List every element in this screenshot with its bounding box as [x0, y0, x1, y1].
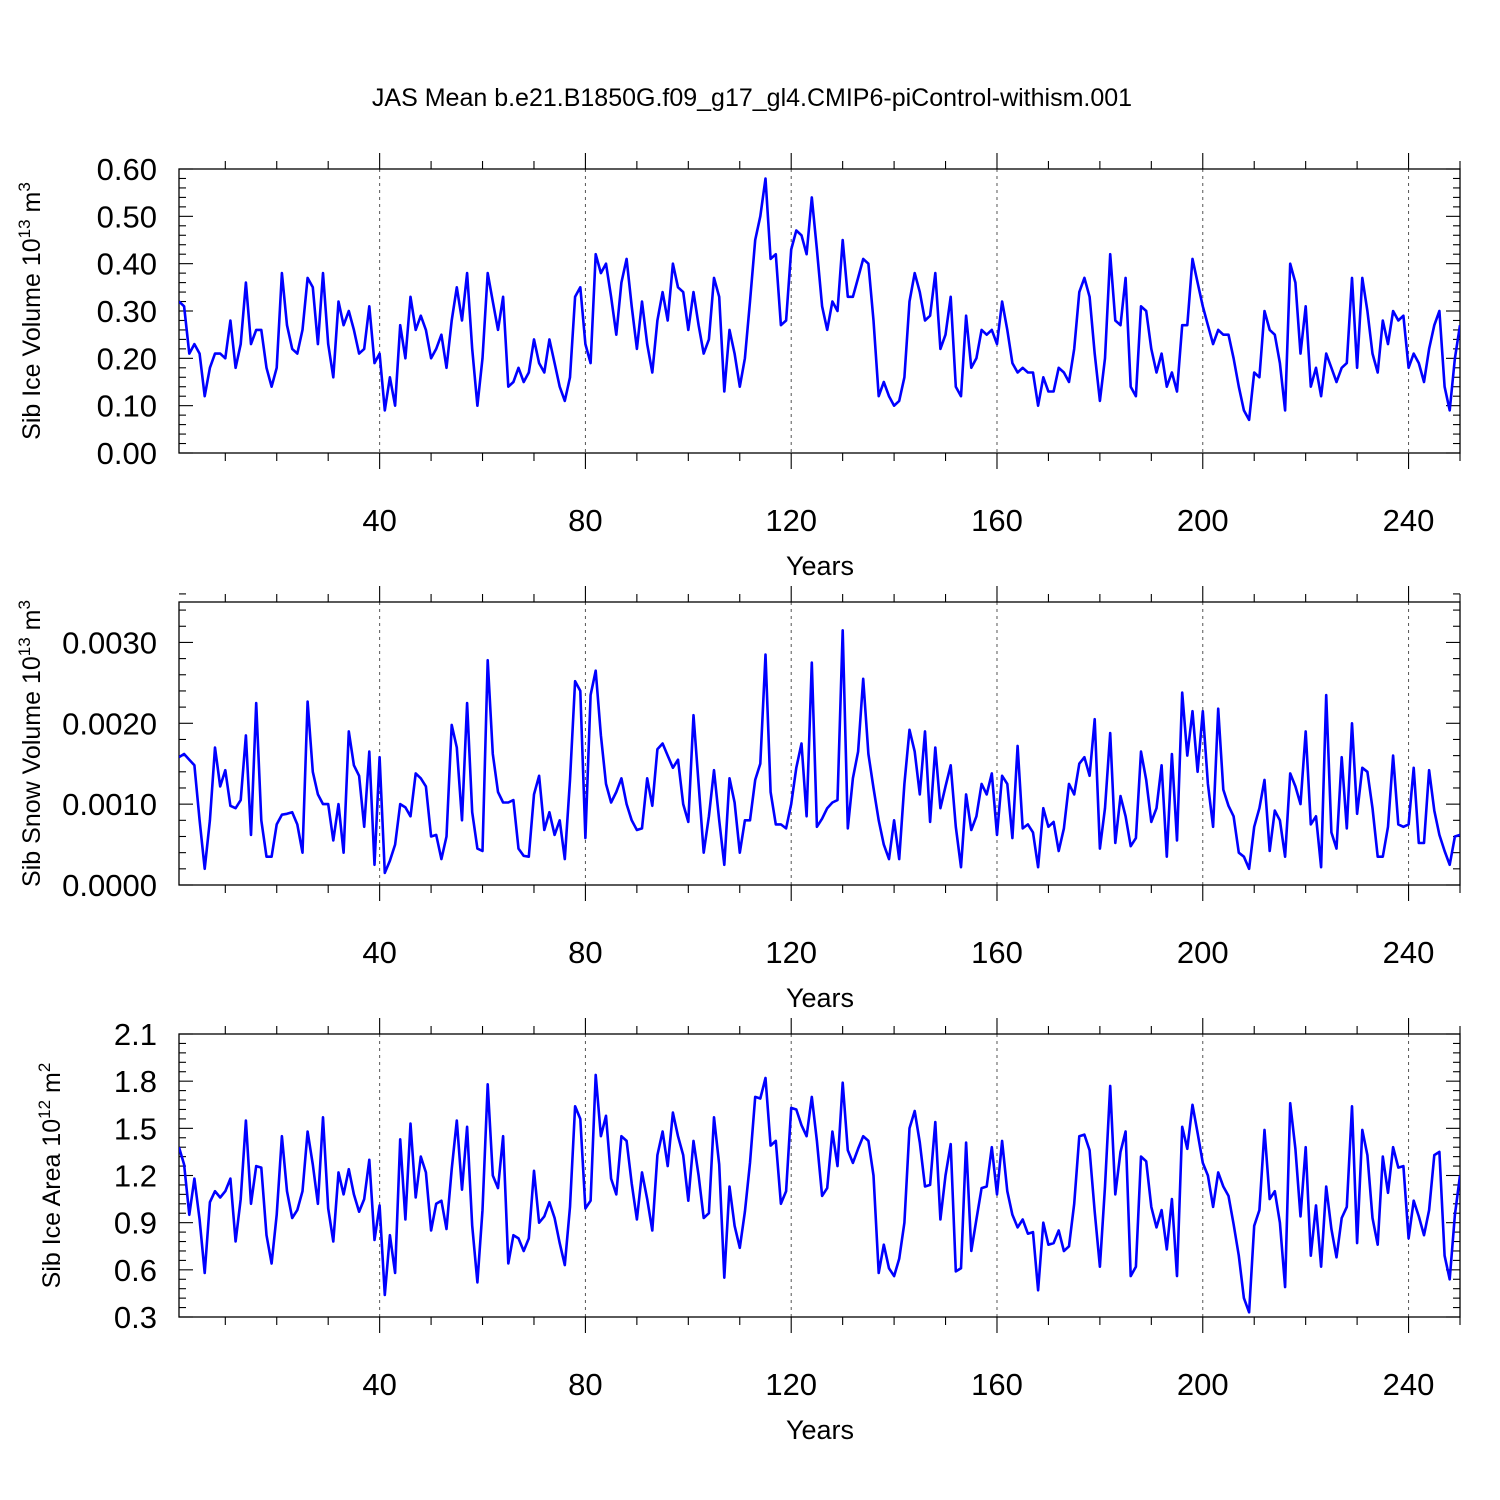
y-axis-label: Sib Snow Volume 1013 m3 [15, 600, 46, 887]
y-tick-label: 0.60 [97, 152, 157, 187]
y-axis-label: Sib Ice Volume 1013 m3 [15, 182, 46, 440]
x-tick-label: 40 [362, 935, 396, 970]
y-tick-label: 0.50 [97, 199, 157, 234]
x-tick-label: 240 [1383, 935, 1435, 970]
y-axis-label: Sib Ice Area 1012 m2 [35, 1063, 66, 1289]
x-tick-label: 80 [568, 503, 602, 538]
x-tick-label: 120 [765, 503, 817, 538]
x-tick-label: 40 [362, 1367, 396, 1402]
chart-title: JAS Mean b.e21.B1850G.f09_g17_gl4.CMIP6-… [372, 84, 1132, 112]
y-tick-label: 0.6 [114, 1253, 157, 1288]
x-tick-label: 240 [1383, 503, 1435, 538]
y-tick-label: 0.20 [97, 341, 157, 376]
y-tick-label: 0.0020 [62, 706, 157, 741]
x-tick-label: 120 [765, 935, 817, 970]
y-tick-label: 0.9 [114, 1206, 157, 1241]
plot-frame [178, 601, 1461, 886]
y-tick-label: 0.0000 [62, 868, 157, 903]
series-line-2 [179, 628, 1460, 875]
y-tick-label: 0.3 [114, 1300, 157, 1335]
y-tick-label: 1.2 [114, 1159, 157, 1194]
x-tick-label: 240 [1383, 1367, 1435, 1402]
y-tick-label: 0.0010 [62, 787, 157, 822]
x-tick-label: 40 [362, 503, 396, 538]
x-tick-label: 200 [1177, 1367, 1229, 1402]
x-axis-label: Years [786, 551, 854, 581]
y-tick-label: 0.00 [97, 436, 157, 471]
x-axis-label: Years [786, 983, 854, 1013]
x-tick-label: 200 [1177, 503, 1229, 538]
x-tick-label: 160 [971, 935, 1023, 970]
x-tick-label: 120 [765, 1367, 817, 1402]
x-tick-label: 160 [971, 1367, 1023, 1402]
y-tick-label: 0.30 [97, 294, 157, 329]
y-tick-label: 1.5 [114, 1111, 157, 1146]
x-tick-label: 80 [568, 1367, 602, 1402]
x-tick-label: 200 [1177, 935, 1229, 970]
y-tick-label: 0.0030 [62, 625, 157, 660]
plot-frame [178, 168, 1461, 454]
x-axis-label: Years [786, 1415, 854, 1445]
y-tick-label: 2.1 [114, 1017, 157, 1052]
x-tick-label: 160 [971, 503, 1023, 538]
y-tick-label: 0.40 [97, 247, 157, 282]
panel-1: 0.00 0.10 0.20 0.30 0.40 0.50 0.60 40 80 120 160 20… [15, 152, 1461, 581]
series-line-3 [179, 1073, 1460, 1314]
chart-panels: 0.00 0.10 0.20 0.30 0.40 0.50 0.60 40 80 120 160 20… [15, 152, 1461, 1445]
panel-3: 0.3 0.6 0.9 1.2 1.5 1.8 2.1 40 80 120 160 200 240 Yea… [35, 1017, 1461, 1445]
series-line-1 [179, 177, 1460, 422]
x-tick-label: 80 [568, 935, 602, 970]
panel-2: 0.0000 0.0010 0.0020 0.0030 40 80 120 160 200 240… [15, 586, 1461, 1013]
y-tick-label: 0.10 [97, 389, 157, 424]
y-tick-label: 1.8 [114, 1064, 157, 1099]
